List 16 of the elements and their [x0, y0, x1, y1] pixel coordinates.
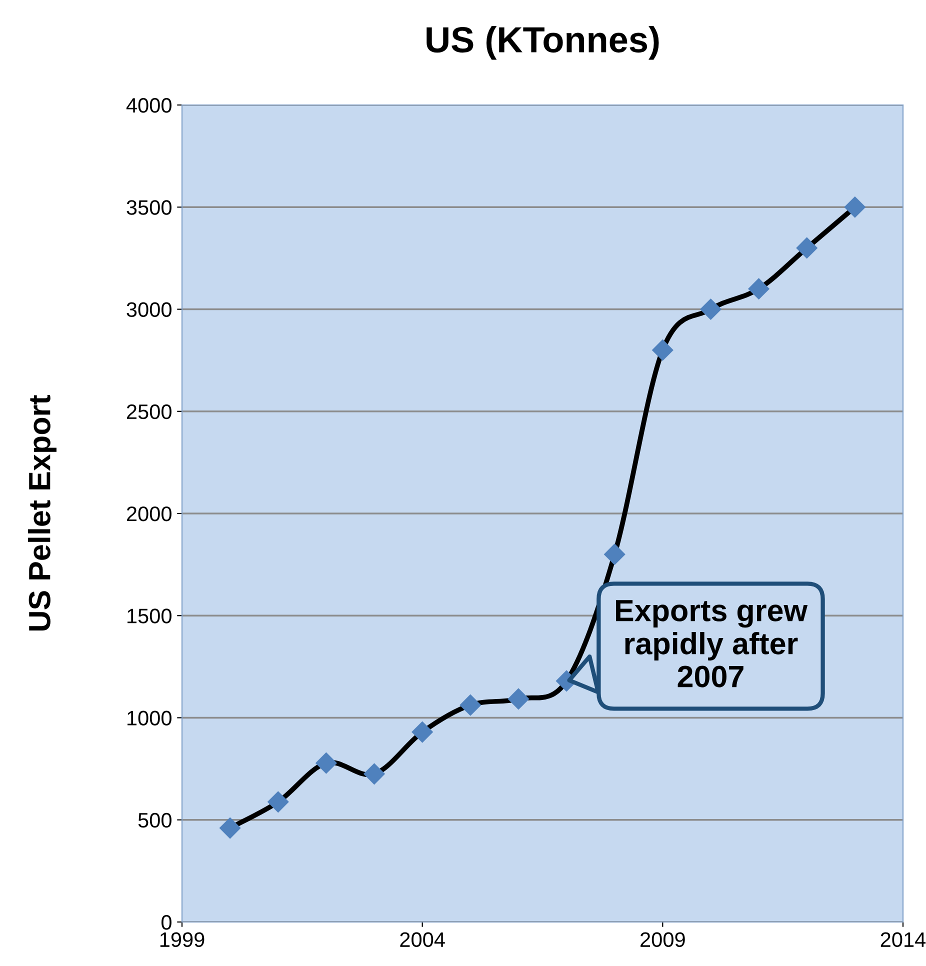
y-tick-label: 2000: [126, 506, 172, 522]
y-axis-title: US Pellet Export: [28, 395, 56, 631]
x-tick-label: 2014: [880, 932, 926, 948]
y-tick-label: 4000: [126, 98, 172, 113]
y-tick-label: 3500: [126, 200, 172, 215]
y-tick-label: 500: [138, 812, 172, 828]
y-tick-label: 1500: [128, 608, 172, 624]
chart-title: US (KTonnes): [426, 26, 659, 60]
y-tick-label: 3000: [126, 302, 172, 318]
y-tick-label: 2500: [126, 404, 172, 420]
annotation: Exports grew rapidly after 2007: [616, 600, 808, 688]
y-tick-label: 0: [162, 915, 172, 930]
x-tick-label: 2009: [640, 932, 685, 948]
x-tick-label: 2004: [400, 932, 445, 948]
x-tick-label: 1999: [160, 932, 204, 948]
y-tick-label: 1000: [128, 710, 172, 726]
